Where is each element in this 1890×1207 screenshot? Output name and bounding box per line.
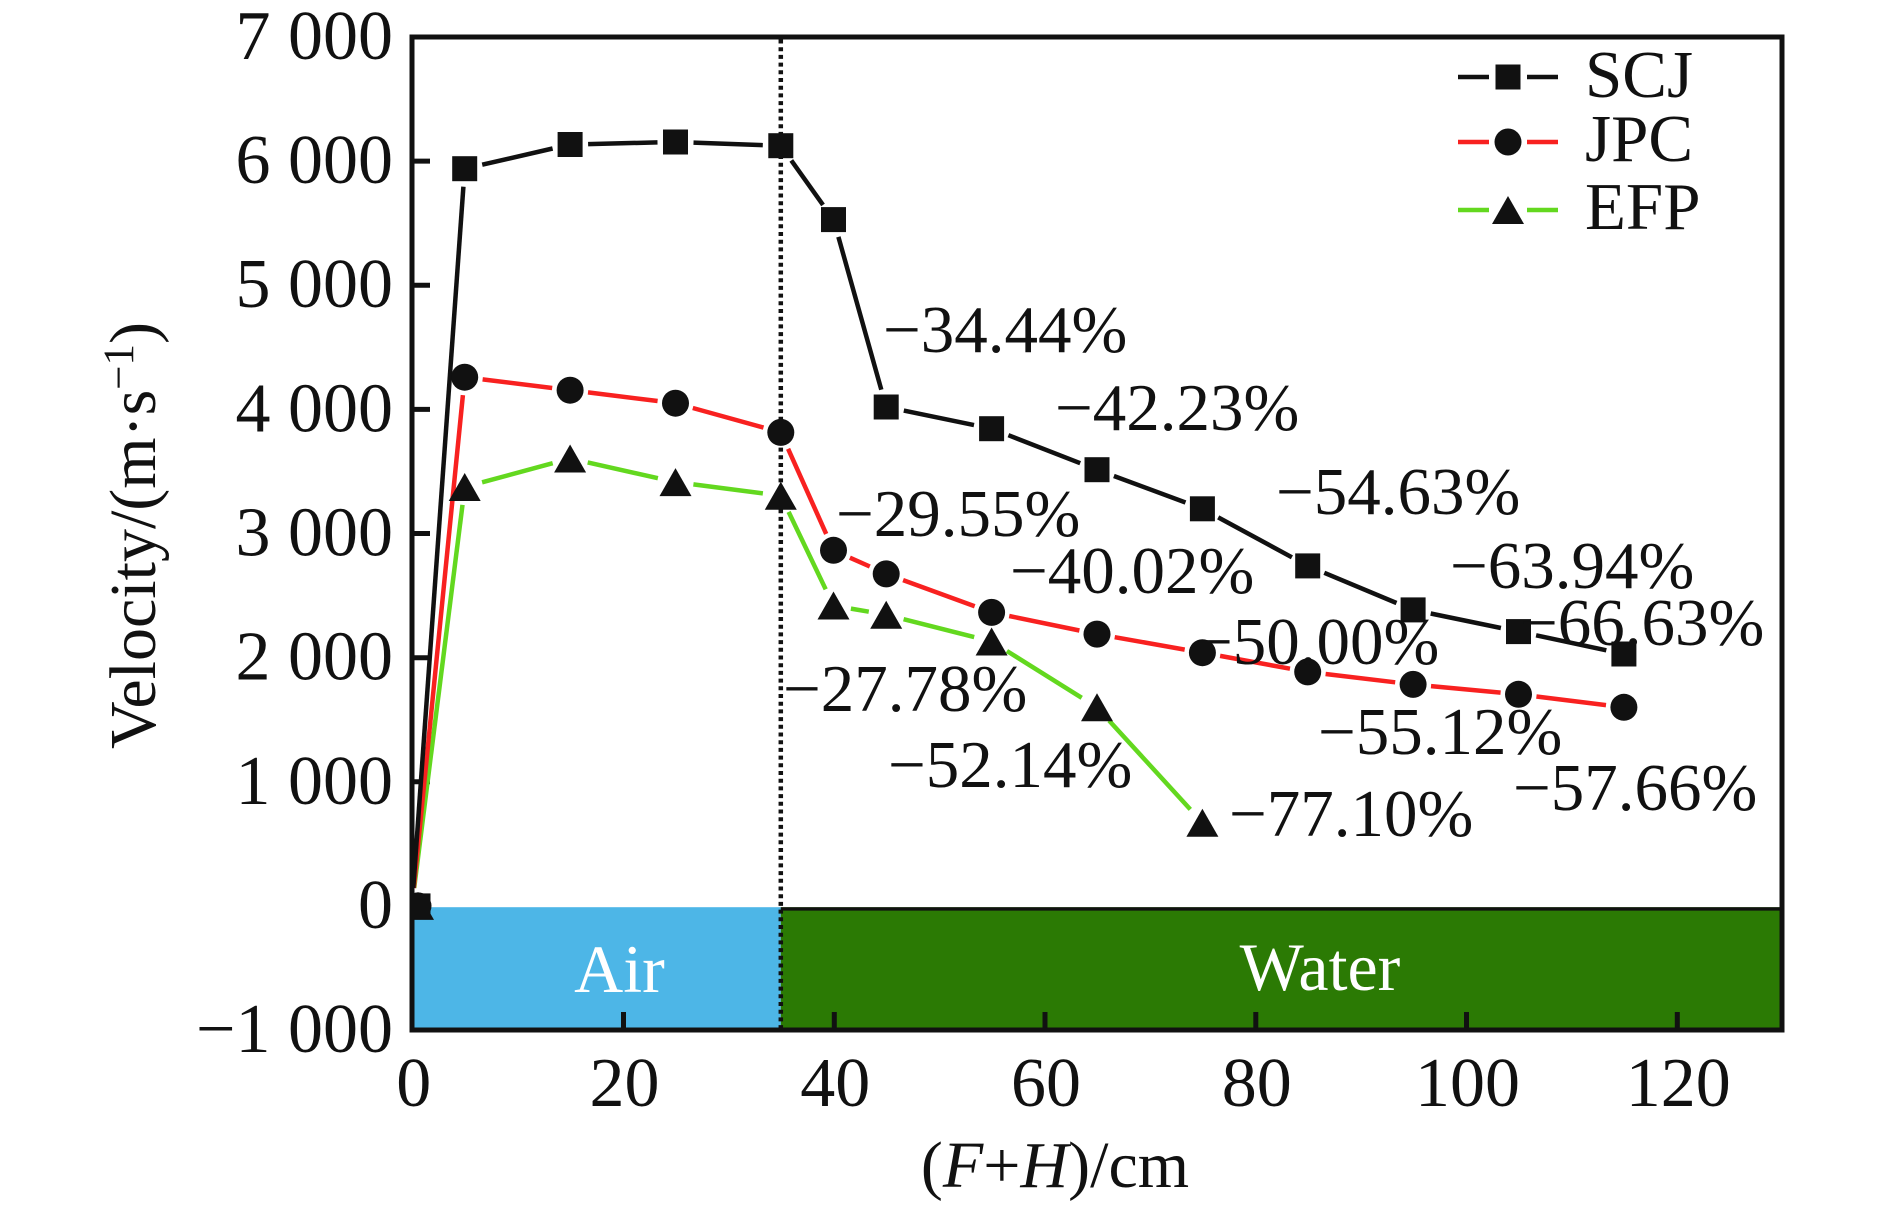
svg-text:JPC: JPC xyxy=(1585,102,1693,176)
svg-text:3 000: 3 000 xyxy=(236,495,394,572)
svg-text:−52.14%: −52.14% xyxy=(888,728,1132,802)
svg-text:Velocity/(m·s−1): Velocity/(m·s−1) xyxy=(96,322,170,749)
svg-text:(F+H)/cm: (F+H)/cm xyxy=(921,1129,1189,1202)
svg-text:120: 120 xyxy=(1626,1045,1731,1122)
svg-text:EFP: EFP xyxy=(1585,170,1700,244)
svg-text:7 000: 7 000 xyxy=(236,0,394,75)
svg-text:−55.12%: −55.12% xyxy=(1318,695,1562,769)
svg-text:2 000: 2 000 xyxy=(236,619,394,696)
svg-text:40: 40 xyxy=(800,1045,870,1122)
svg-text:100: 100 xyxy=(1415,1045,1520,1122)
svg-text:Water: Water xyxy=(1240,929,1401,1005)
svg-text:20: 20 xyxy=(590,1045,660,1122)
svg-text:Air: Air xyxy=(574,931,665,1007)
svg-text:−29.55%: −29.55% xyxy=(836,477,1080,551)
svg-text:−66.63%: −66.63% xyxy=(1520,586,1764,660)
svg-text:4 000: 4 000 xyxy=(236,370,394,447)
svg-text:−57.66%: −57.66% xyxy=(1513,751,1757,825)
svg-text:60: 60 xyxy=(1011,1045,1081,1122)
svg-text:−27.78%: −27.78% xyxy=(783,652,1027,726)
svg-text:−50.00%: −50.00% xyxy=(1195,605,1439,679)
svg-text:80: 80 xyxy=(1222,1045,1292,1122)
svg-text:0: 0 xyxy=(358,867,393,944)
svg-text:−42.23%: −42.23% xyxy=(1055,371,1299,445)
svg-text:−63.94%: −63.94% xyxy=(1450,529,1694,603)
svg-text:−34.44%: −34.44% xyxy=(883,293,1127,367)
svg-text:−54.63%: −54.63% xyxy=(1276,455,1520,529)
svg-text:SCJ: SCJ xyxy=(1585,38,1693,112)
svg-text:−77.10%: −77.10% xyxy=(1229,777,1473,851)
svg-text:0: 0 xyxy=(396,1045,431,1122)
svg-text:−40.02%: −40.02% xyxy=(1010,534,1254,608)
svg-text:6 000: 6 000 xyxy=(236,122,394,199)
svg-text:−1 000: −1 000 xyxy=(196,991,393,1068)
svg-text:5 000: 5 000 xyxy=(236,246,394,323)
svg-text:1 000: 1 000 xyxy=(236,743,394,820)
